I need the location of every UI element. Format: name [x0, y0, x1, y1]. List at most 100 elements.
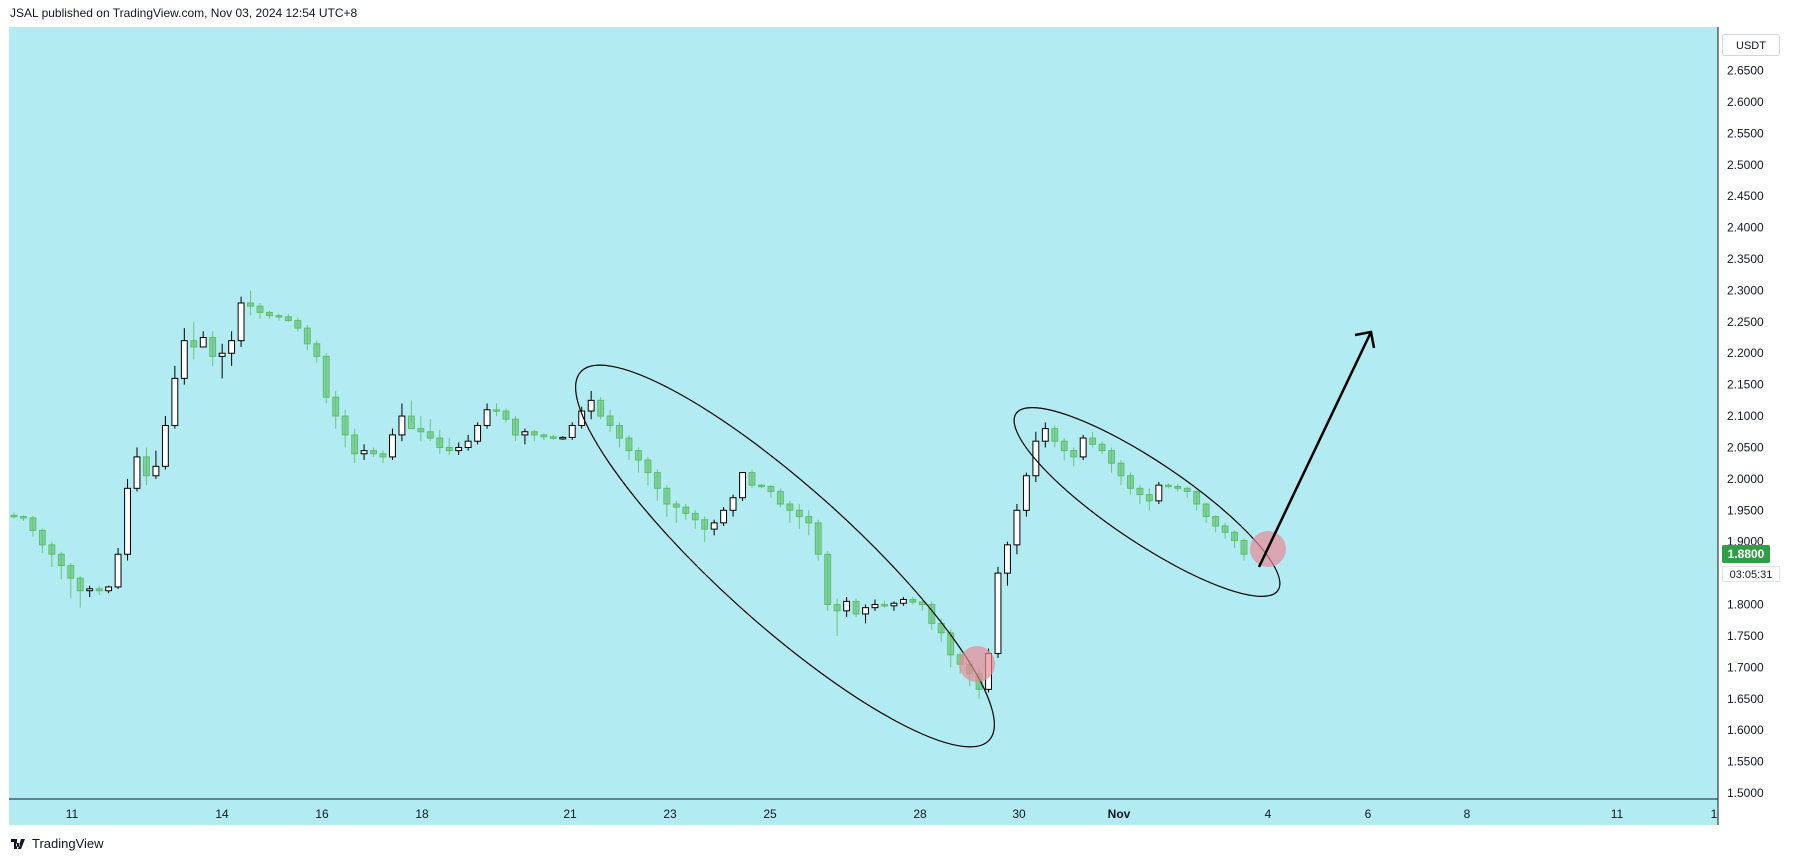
candle	[994, 566, 1002, 658]
candle-body	[739, 472, 746, 499]
candle	[1013, 504, 1021, 555]
candle	[701, 516, 709, 542]
y-tick-label: 1.7500	[1727, 629, 1764, 643]
candle-body	[322, 355, 330, 398]
candle	[805, 510, 813, 536]
candle-body	[161, 424, 169, 467]
candle	[758, 483, 765, 489]
x-tick-label: 11	[66, 807, 79, 821]
candle	[644, 456, 652, 486]
candle-body	[1145, 494, 1153, 502]
candle	[653, 469, 661, 501]
candle-body	[256, 305, 264, 313]
candle-body	[284, 316, 292, 322]
projection-arrow[interactable]	[1257, 331, 1373, 568]
candle-body	[758, 484, 765, 488]
candle-body	[663, 487, 671, 505]
candle-body	[852, 600, 860, 615]
y-tick-label: 2.1500	[1727, 378, 1764, 392]
reversal-circle-1[interactable]	[959, 646, 995, 682]
candle-body	[1070, 450, 1078, 458]
candle	[275, 313, 283, 321]
candle	[530, 429, 538, 442]
candle-body	[389, 434, 396, 458]
candle	[947, 629, 955, 668]
y-tick-label: 2.4500	[1727, 189, 1764, 203]
candle	[710, 519, 718, 536]
candle-body	[862, 607, 869, 615]
candle	[729, 494, 737, 517]
candle-body	[786, 503, 794, 511]
candle	[824, 551, 832, 611]
downtrend-ellipse-1[interactable]	[535, 321, 1035, 790]
candle	[1032, 431, 1040, 483]
candle	[909, 596, 917, 605]
candle	[521, 428, 529, 445]
candle	[720, 507, 728, 527]
candle	[1041, 422, 1049, 448]
candle	[833, 598, 841, 636]
y-tick-label: 2.5000	[1727, 158, 1764, 172]
candle-body	[190, 340, 198, 348]
currency-selector[interactable]: USDT	[1722, 34, 1780, 56]
candle-body	[606, 415, 614, 426]
candle-body	[1079, 437, 1087, 458]
candle-body	[805, 516, 813, 524]
candle-body	[180, 340, 188, 379]
y-tick-label: 2.1000	[1727, 409, 1764, 423]
candle	[1212, 515, 1220, 533]
candle	[332, 390, 340, 429]
candle	[786, 500, 794, 523]
candle-body	[95, 588, 103, 592]
candle	[266, 310, 273, 319]
candle-body	[578, 410, 586, 426]
downtrend-ellipse-2[interactable]	[994, 380, 1301, 623]
candle	[568, 422, 576, 440]
candle	[417, 416, 425, 442]
candle	[512, 416, 519, 442]
candle	[256, 302, 264, 319]
candle-body	[616, 424, 623, 439]
footer-brand[interactable]: TradingView	[10, 836, 104, 851]
candle	[881, 600, 888, 608]
candle	[1070, 447, 1078, 467]
candle	[625, 434, 633, 461]
candle	[814, 519, 822, 561]
candle-body	[1183, 487, 1191, 492]
candle-body	[483, 409, 491, 426]
candle-body	[597, 399, 605, 417]
candle	[1004, 541, 1011, 586]
candle-body	[294, 320, 302, 329]
y-tick-label: 2.2000	[1727, 346, 1764, 360]
candle	[114, 547, 122, 589]
candle-body	[710, 522, 718, 530]
candle	[899, 596, 907, 606]
x-tick-label: 11	[1611, 807, 1624, 821]
candle	[795, 504, 803, 530]
candle	[1136, 485, 1144, 505]
candle-body	[464, 440, 472, 448]
candle	[559, 436, 567, 440]
candle-body	[445, 446, 453, 452]
y-tick-label: 2.3000	[1727, 283, 1764, 297]
candle-body	[133, 456, 141, 489]
candle-body	[720, 509, 728, 524]
candle	[635, 447, 642, 473]
candle-body	[890, 602, 898, 607]
candle-body	[540, 434, 548, 438]
candle	[105, 585, 113, 594]
candle	[1108, 447, 1115, 473]
candle	[1221, 522, 1229, 539]
candle-body	[1127, 475, 1134, 489]
candle	[1155, 482, 1163, 505]
candle-body	[748, 472, 756, 486]
candle	[776, 488, 784, 508]
candle-body	[1108, 450, 1115, 464]
candle	[237, 296, 245, 347]
candle-body	[436, 437, 444, 448]
candle	[739, 472, 746, 501]
candle	[767, 485, 775, 498]
candle-body	[237, 302, 245, 342]
y-tick-label: 2.6500	[1727, 64, 1764, 78]
